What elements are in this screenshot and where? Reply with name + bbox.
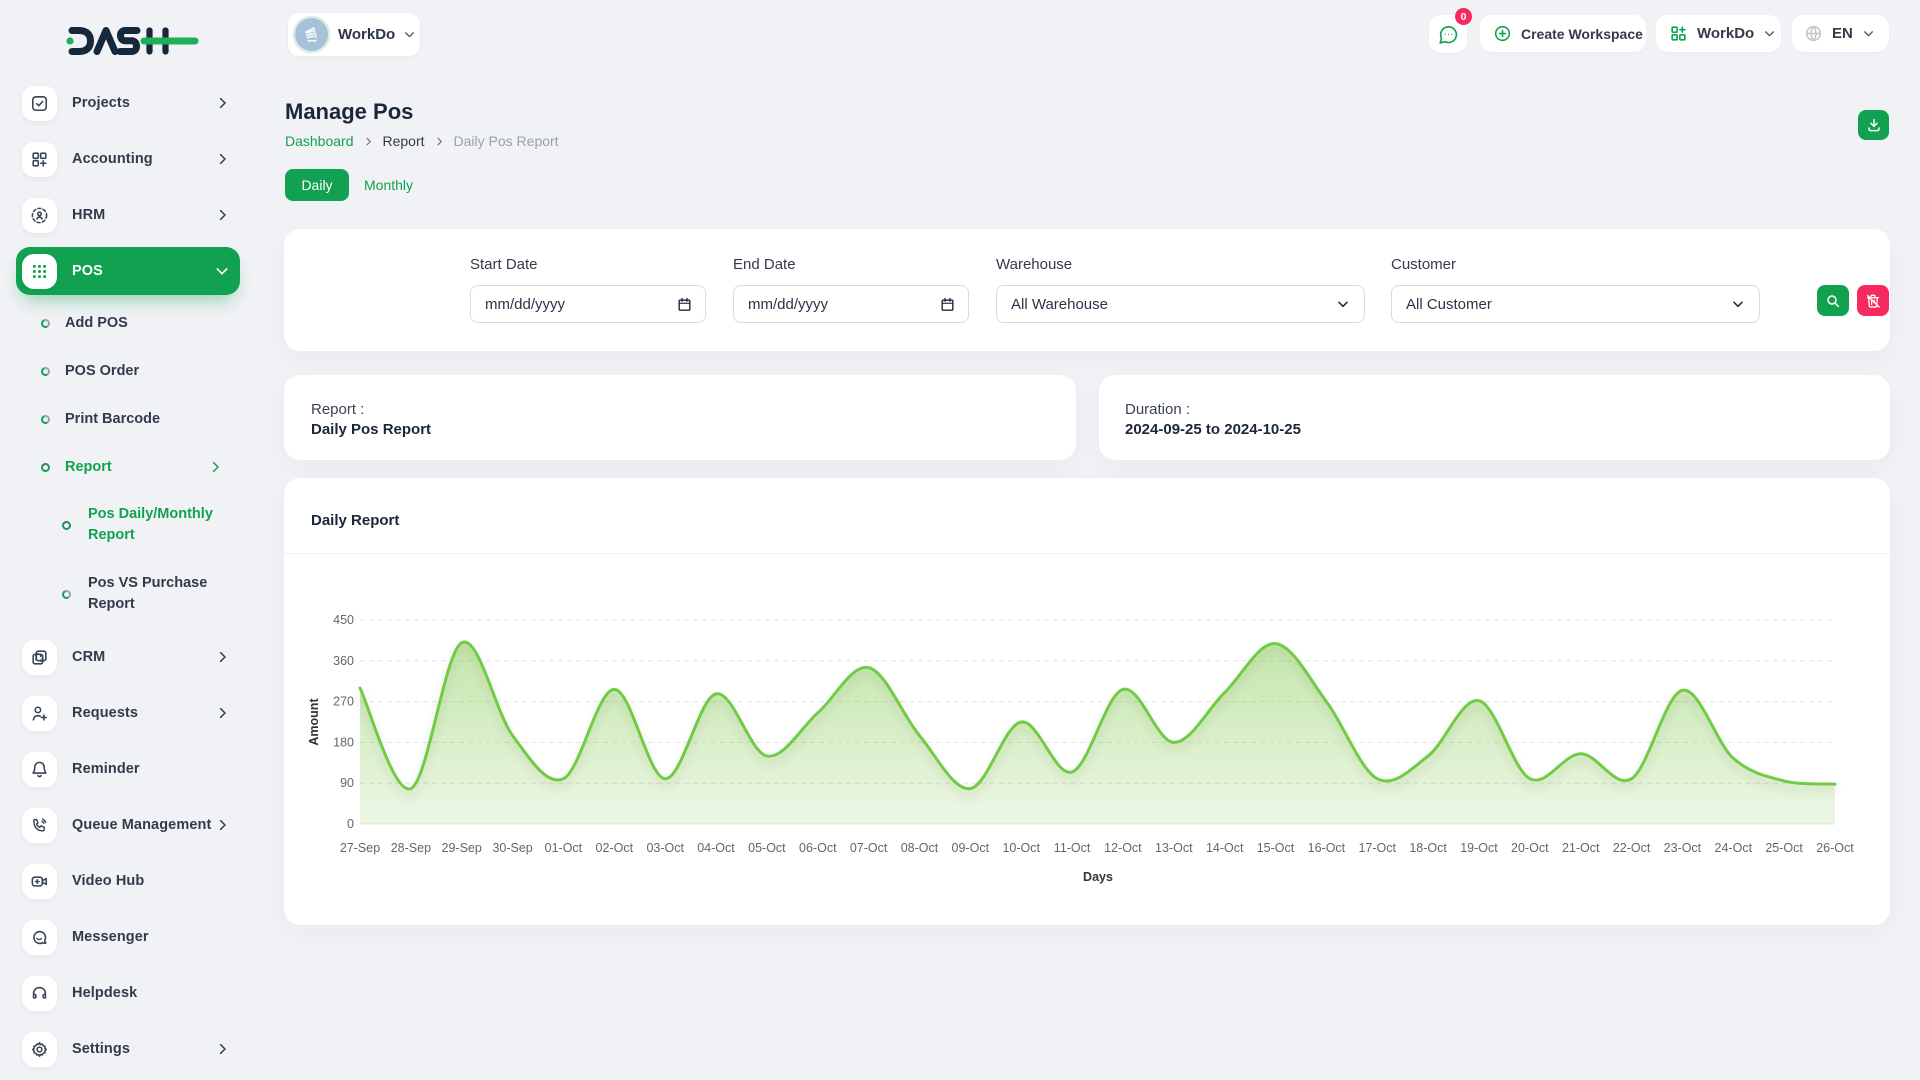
svg-text:0: 0 [347,817,354,831]
svg-text:26-Oct: 26-Oct [1816,841,1854,855]
svg-text:22-Oct: 22-Oct [1613,841,1651,855]
svg-text:08-Oct: 08-Oct [901,841,939,855]
svg-text:16-Oct: 16-Oct [1308,841,1346,855]
svg-text:14-Oct: 14-Oct [1206,841,1244,855]
svg-text:09-Oct: 09-Oct [952,841,990,855]
svg-text:360: 360 [333,654,354,668]
svg-text:12-Oct: 12-Oct [1104,841,1142,855]
svg-text:450: 450 [333,613,354,627]
svg-text:25-Oct: 25-Oct [1765,841,1803,855]
svg-text:90: 90 [340,776,354,790]
svg-text:19-Oct: 19-Oct [1460,841,1498,855]
svg-text:03-Oct: 03-Oct [646,841,684,855]
svg-text:18-Oct: 18-Oct [1409,841,1447,855]
svg-text:30-Sep: 30-Sep [492,841,532,855]
svg-text:02-Oct: 02-Oct [596,841,634,855]
svg-text:180: 180 [333,735,354,749]
svg-text:20-Oct: 20-Oct [1511,841,1549,855]
svg-text:21-Oct: 21-Oct [1562,841,1600,855]
svg-text:13-Oct: 13-Oct [1155,841,1193,855]
svg-text:23-Oct: 23-Oct [1664,841,1702,855]
svg-text:270: 270 [333,695,354,709]
svg-text:15-Oct: 15-Oct [1257,841,1295,855]
svg-text:Days: Days [1083,870,1113,884]
svg-text:Amount: Amount [307,698,321,746]
svg-text:10-Oct: 10-Oct [1002,841,1040,855]
svg-text:27-Sep: 27-Sep [340,841,380,855]
svg-text:04-Oct: 04-Oct [697,841,735,855]
svg-text:29-Sep: 29-Sep [442,841,482,855]
svg-text:24-Oct: 24-Oct [1715,841,1753,855]
svg-text:17-Oct: 17-Oct [1358,841,1396,855]
svg-text:28-Sep: 28-Sep [391,841,431,855]
svg-text:07-Oct: 07-Oct [850,841,888,855]
svg-text:05-Oct: 05-Oct [748,841,786,855]
svg-text:06-Oct: 06-Oct [799,841,837,855]
svg-text:01-Oct: 01-Oct [545,841,583,855]
svg-text:11-Oct: 11-Oct [1054,841,1091,855]
